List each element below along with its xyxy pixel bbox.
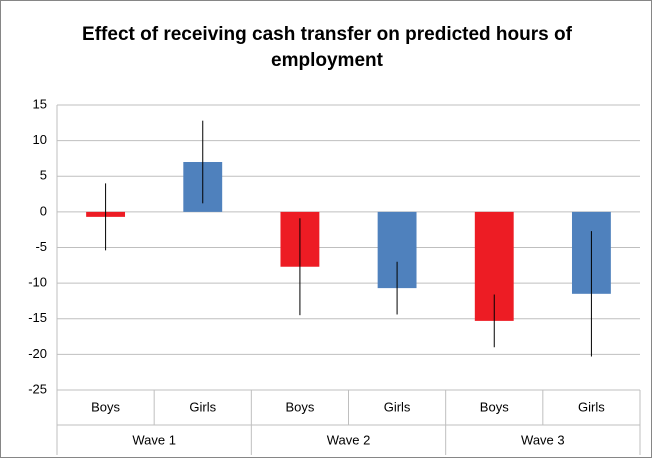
group-label: Wave 3 bbox=[521, 432, 565, 447]
group-label: Wave 1 bbox=[132, 432, 176, 447]
y-tick-label: -25 bbox=[28, 381, 47, 396]
x-tick-label: Girls bbox=[578, 399, 605, 414]
x-tick-label: Boys bbox=[480, 399, 509, 414]
y-tick-label: -15 bbox=[28, 310, 47, 325]
y-tick-label: 10 bbox=[33, 132, 47, 147]
x-tick-label: Girls bbox=[384, 399, 411, 414]
y-tick-label: -10 bbox=[28, 275, 47, 290]
x-tick-label: Boys bbox=[91, 399, 120, 414]
group-label: Wave 2 bbox=[327, 432, 371, 447]
x-tick-label: Boys bbox=[285, 399, 314, 414]
chart-title: Effect of receiving cash transfer on pre… bbox=[82, 24, 572, 71]
x-tick-label: Girls bbox=[189, 399, 216, 414]
y-tick-label: 5 bbox=[40, 168, 47, 183]
y-tick-label: -5 bbox=[35, 239, 47, 254]
y-tick-label: -20 bbox=[28, 346, 47, 361]
y-tick-label: 0 bbox=[40, 203, 47, 218]
y-tick-label: 15 bbox=[33, 96, 47, 111]
